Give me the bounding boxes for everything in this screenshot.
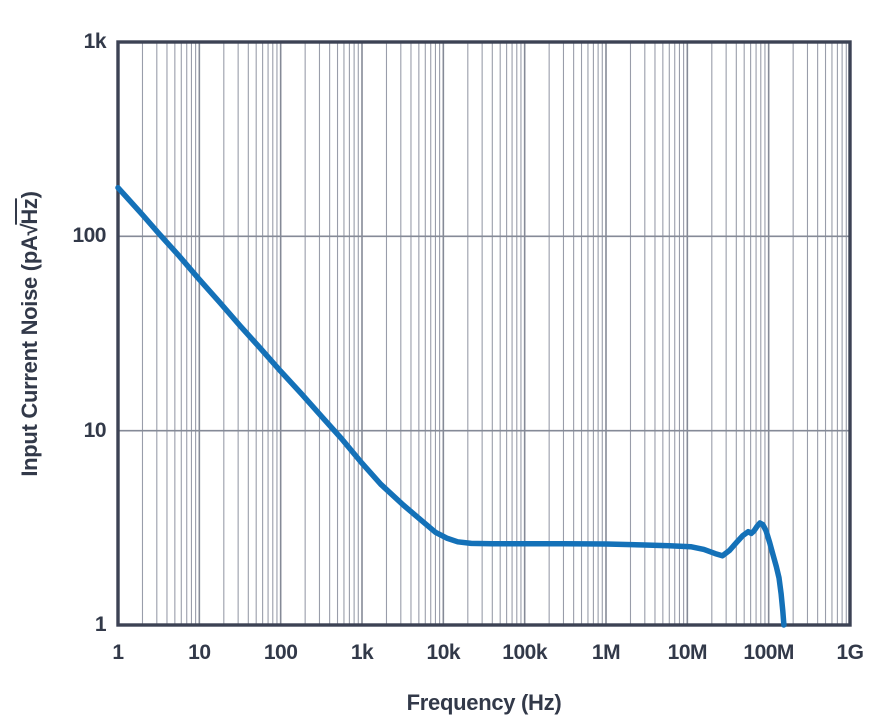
x-tick-label: 100M bbox=[743, 641, 794, 664]
y-axis-unit-radicand: Hz bbox=[17, 198, 42, 225]
y-axis-title: Input Current Noise (pA√Hz) bbox=[17, 191, 43, 476]
y-tick-label: 1 bbox=[94, 613, 107, 636]
x-tick-label: 10M bbox=[667, 641, 708, 664]
x-tick-label: 1 bbox=[112, 641, 124, 664]
y-axis-title-suffix: ) bbox=[17, 191, 42, 199]
sqrt-symbol: √ bbox=[17, 223, 42, 236]
x-tick-label: 100k bbox=[502, 641, 548, 664]
x-tick-label: 10k bbox=[426, 641, 461, 664]
x-tick-label: 1G bbox=[836, 641, 864, 664]
y-tick-label: 1k bbox=[83, 30, 107, 53]
x-tick-label: 1k bbox=[350, 641, 374, 664]
x-axis-title: Frequency (Hz) bbox=[406, 690, 562, 715]
y-tick-label: 100 bbox=[72, 224, 106, 248]
x-tick-label: 100 bbox=[263, 641, 298, 664]
x-tick-label: 1M bbox=[591, 641, 621, 664]
noise-curve bbox=[115, 184, 787, 628]
y-tick-label: 10 bbox=[83, 418, 107, 442]
x-tick-label: 10 bbox=[188, 641, 211, 664]
plot-border bbox=[116, 40, 852, 627]
y-axis-title-text: Input Current Noise (pA bbox=[17, 235, 42, 477]
